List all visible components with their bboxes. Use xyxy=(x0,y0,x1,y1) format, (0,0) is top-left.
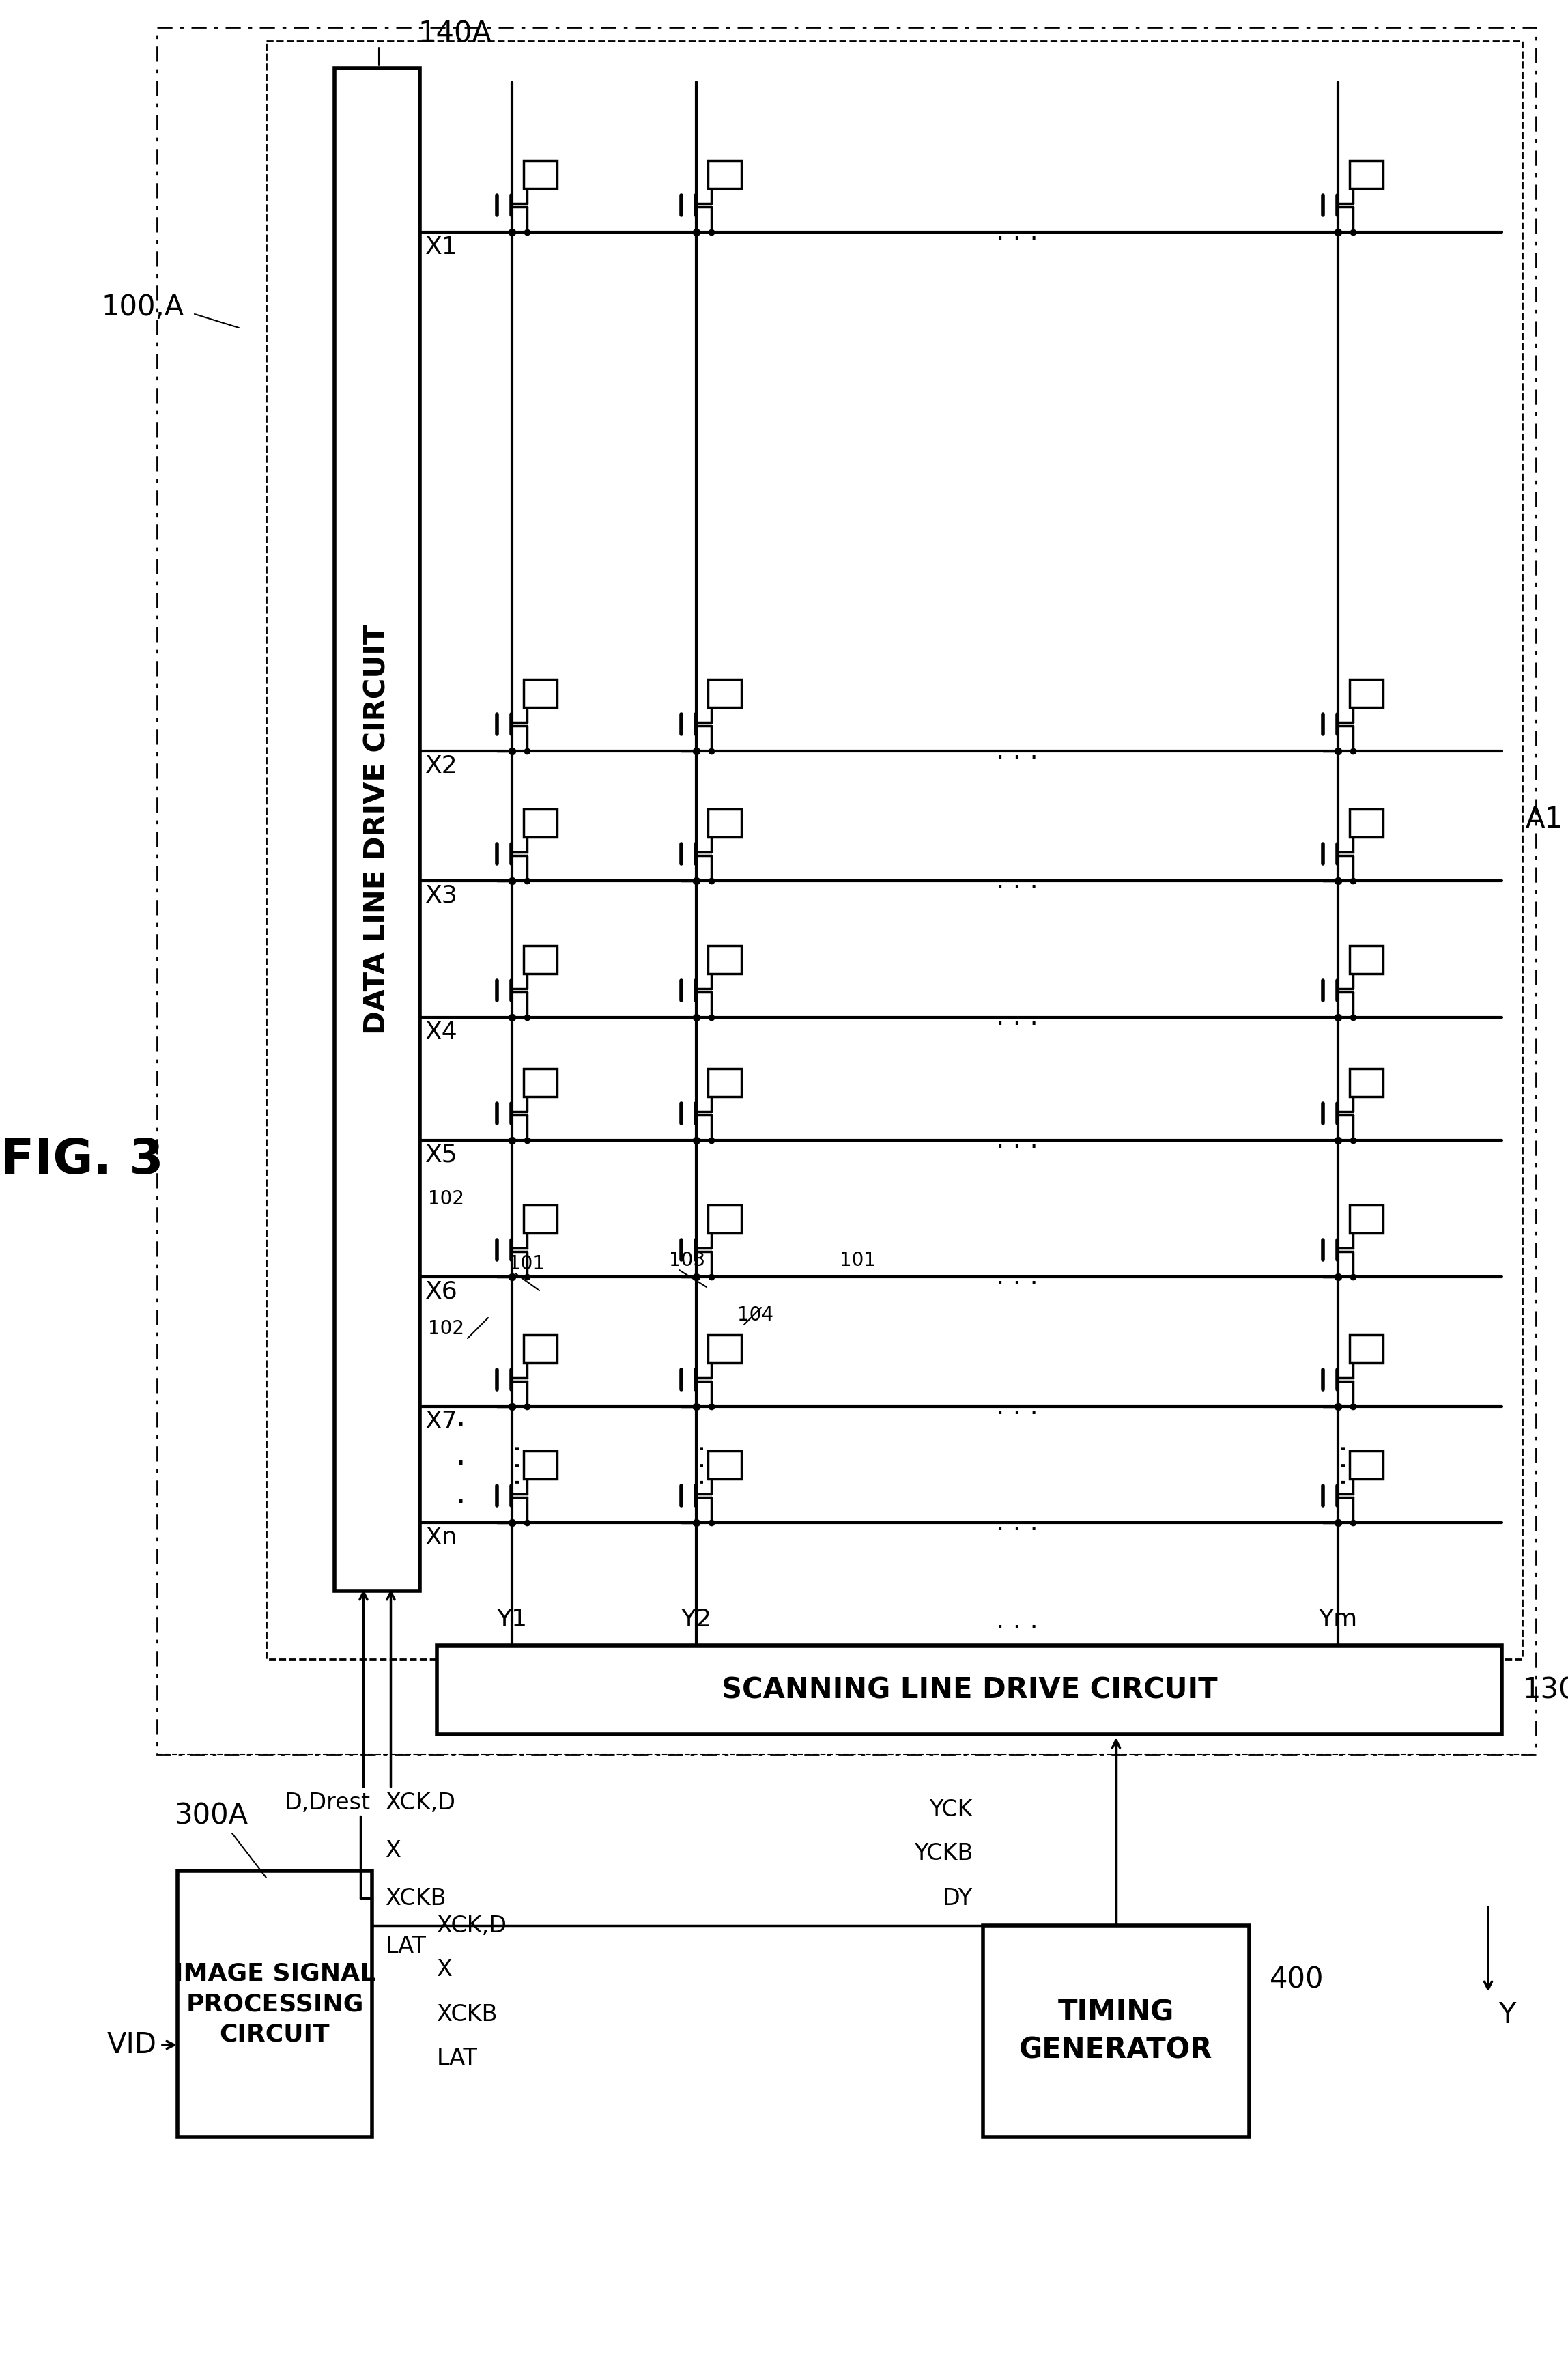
Text: XCK,D: XCK,D xyxy=(437,1914,506,1936)
Text: VID: VID xyxy=(107,2030,157,2059)
Bar xyxy=(524,1452,557,1478)
Text: Y2: Y2 xyxy=(681,1608,712,1632)
Text: YCK: YCK xyxy=(930,1798,972,1822)
Text: . . .: . . . xyxy=(996,868,1038,894)
Bar xyxy=(524,809,557,837)
Bar xyxy=(1350,1070,1383,1096)
Bar xyxy=(1350,678,1383,707)
Bar xyxy=(707,1452,742,1478)
Bar xyxy=(524,678,557,707)
Text: Y: Y xyxy=(1499,2000,1516,2028)
Text: 101: 101 xyxy=(839,1250,877,1269)
Bar xyxy=(177,1872,372,2137)
Text: . . .: . . . xyxy=(996,1264,1038,1290)
Text: LAT: LAT xyxy=(386,1936,426,1957)
Bar xyxy=(334,69,420,1592)
Bar xyxy=(1350,161,1383,187)
Text: X6: X6 xyxy=(425,1281,458,1305)
Text: XCKB: XCKB xyxy=(437,2002,497,2026)
Text: 101: 101 xyxy=(508,1255,544,1274)
Text: 300A: 300A xyxy=(174,1800,248,1829)
Text: Xn: Xn xyxy=(425,1525,458,1549)
Text: Y1: Y1 xyxy=(497,1608,527,1632)
Text: 104: 104 xyxy=(737,1305,773,1324)
Bar xyxy=(524,946,557,973)
Bar xyxy=(437,1646,1502,1734)
Text: 140A: 140A xyxy=(419,19,492,47)
Text: Ym: Ym xyxy=(1319,1608,1358,1632)
Text: X1: X1 xyxy=(425,235,458,259)
Text: . . .: . . . xyxy=(996,218,1038,244)
Bar xyxy=(1350,1335,1383,1362)
Bar xyxy=(707,809,742,837)
Bar xyxy=(1350,1452,1383,1478)
Text: X5: X5 xyxy=(425,1143,458,1167)
Text: LAT: LAT xyxy=(437,2047,478,2071)
Text: TIMING
GENERATOR: TIMING GENERATOR xyxy=(1019,1997,1212,2064)
Text: X7: X7 xyxy=(425,1409,458,1433)
Text: . . .: . . . xyxy=(684,1445,709,1485)
Bar xyxy=(524,1335,557,1362)
Bar xyxy=(1350,1205,1383,1233)
Text: X: X xyxy=(437,1959,453,1981)
Bar xyxy=(267,40,1523,1658)
Bar xyxy=(707,1335,742,1362)
Text: . . .: . . . xyxy=(1325,1445,1352,1485)
Text: 130: 130 xyxy=(1523,1675,1568,1703)
Bar xyxy=(524,161,557,187)
Text: YCKB: YCKB xyxy=(914,1843,972,1864)
Text: 103: 103 xyxy=(670,1250,706,1269)
Bar xyxy=(1350,946,1383,973)
Text: A1: A1 xyxy=(1526,804,1563,833)
Bar xyxy=(707,161,742,187)
Text: 102: 102 xyxy=(428,1319,464,1338)
Text: . . .: . . . xyxy=(996,1127,1038,1153)
Text: IMAGE SIGNAL
PROCESSING
CIRCUIT: IMAGE SIGNAL PROCESSING CIRCUIT xyxy=(174,1962,375,2047)
Text: DATA LINE DRIVE CIRCUIT: DATA LINE DRIVE CIRCUIT xyxy=(362,624,392,1034)
Text: FIG. 3: FIG. 3 xyxy=(0,1136,163,1184)
Text: XCK,D: XCK,D xyxy=(386,1791,455,1815)
Text: D,Drest: D,Drest xyxy=(284,1791,370,1815)
Text: . . .: . . . xyxy=(996,1003,1038,1029)
Text: 400: 400 xyxy=(1270,1966,1323,1995)
Text: . . .: . . . xyxy=(996,1509,1038,1535)
Text: . . .: . . . xyxy=(996,738,1038,764)
Bar xyxy=(707,1070,742,1096)
Text: X3: X3 xyxy=(425,885,458,908)
Text: . . .: . . . xyxy=(996,1395,1038,1418)
Text: 102: 102 xyxy=(428,1188,464,1207)
Bar xyxy=(707,1205,742,1233)
Bar xyxy=(524,1205,557,1233)
Text: SCANNING LINE DRIVE CIRCUIT: SCANNING LINE DRIVE CIRCUIT xyxy=(721,1675,1217,1703)
Bar xyxy=(707,678,742,707)
Text: X: X xyxy=(386,1838,401,1862)
Text: XCKB: XCKB xyxy=(386,1886,447,1909)
Bar xyxy=(983,1926,1250,2137)
Bar xyxy=(524,1070,557,1096)
Bar xyxy=(157,28,1537,1755)
Text: ·
·
·: · · · xyxy=(455,1411,466,1518)
Bar xyxy=(707,946,742,973)
Text: 100,A: 100,A xyxy=(102,292,185,323)
Text: X4: X4 xyxy=(425,1020,458,1044)
Text: X2: X2 xyxy=(425,754,458,778)
Text: . . .: . . . xyxy=(499,1445,525,1485)
Bar xyxy=(1350,809,1383,837)
Text: . . .: . . . xyxy=(996,1608,1038,1634)
Text: DY: DY xyxy=(942,1886,972,1909)
